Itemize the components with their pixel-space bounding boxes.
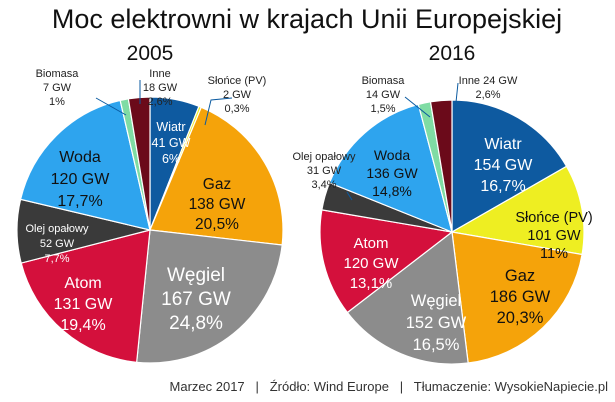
- label-2005-atom-name: Atom: [64, 275, 101, 292]
- slice-2005-inne: [127, 96, 151, 231]
- label-2005-wiatr-value-label: 41 GW: [152, 136, 191, 150]
- label-2005-olej-opalowy: Olej opałowy 52 GW 7,7%: [26, 223, 89, 265]
- slice-2016-gaz: [451, 231, 583, 364]
- leader-line-2016-inne: [454, 82, 459, 113]
- label-2005-slonce-pv-name: Słońce (PV): [208, 75, 267, 87]
- slice-2005-woda: [19, 99, 151, 231]
- label-2016-wegiel-value-label: 152 GW: [406, 314, 467, 332]
- label-2005-olej-opalowy-value-label: 52 GW: [40, 238, 75, 250]
- label-2016-gaz-pct-label: 20,3%: [497, 309, 544, 327]
- label-2005-gaz: Gaz 138 GW 20,5%: [189, 176, 246, 233]
- slice-2016-inne: [429, 99, 453, 233]
- label-2005-woda: Woda 120 GW 17,7%: [51, 149, 111, 210]
- label-2005-biomasa-value-label: 7 GW: [43, 82, 72, 94]
- label-2005-olej-opalowy-name: Olej opałowy: [26, 223, 89, 235]
- label-2005-wiatr-pct-label: 6%: [162, 152, 180, 166]
- label-2005-biomasa-pct-label: 1%: [49, 96, 65, 108]
- label-2016-olej-opalowy-name: Olej opałowy: [293, 151, 356, 163]
- chart-title: Moc elektrowni w krajach Unii Europejski…: [52, 4, 562, 34]
- label-2016-olej-opalowy: Olej opałowy 31 GW 3,4%: [293, 151, 356, 191]
- label-2016-atom-name: Atom: [353, 235, 388, 252]
- pies-group: [16, 96, 585, 365]
- label-2016-woda-name: Woda: [374, 147, 411, 163]
- pie-2016-title: 2016: [429, 42, 476, 65]
- label-2016-wegiel-pct-label: 16,5%: [413, 336, 460, 354]
- slice-2016-wiatr: [451, 99, 568, 234]
- label-2005-atom-pct-label: 19,4%: [60, 317, 105, 334]
- label-2005-wiatr-name: Wiatr: [156, 120, 185, 134]
- pie-2005-title: 2005: [127, 42, 174, 65]
- label-2005-slonce-pv-pct-label: 0,3%: [224, 103, 249, 115]
- label-2005-atom: Atom 131 GW 19,4%: [54, 275, 114, 334]
- label-2016-atom-pct-label: 13,1%: [350, 275, 393, 292]
- slice-2005-atom: [20, 229, 151, 363]
- leader-line-2005-biomasa: [95, 97, 127, 116]
- slice-2016-woda: [328, 103, 453, 234]
- label-2016-wiatr: Wiatr 154 GW 16,7%: [474, 136, 534, 195]
- leader-line-2016-biomasa: [404, 96, 431, 118]
- label-2005-wegiel: Węgiel 167 GW 24,8%: [161, 265, 231, 334]
- slice-2016-atom: [319, 209, 454, 314]
- labels-group: Wiatr 41 GW 6% Słońce (PV) 2 GW 0,3% Gaz 138 GW…: [26, 68, 593, 354]
- label-2016-wiatr-value-label: 154 GW: [474, 157, 534, 174]
- label-2005-olej-opalowy-pct-label: 7,7%: [44, 253, 69, 265]
- label-2005-biomasa-name: Biomasa: [36, 68, 80, 80]
- slice-2016-slonce-pv: [450, 165, 585, 256]
- label-2005-wegiel-value-label: 167 GW: [161, 289, 231, 310]
- label-2016-woda-pct-label: 14,8%: [372, 183, 412, 199]
- label-2005-wegiel-pct-label: 24,8%: [169, 313, 223, 334]
- label-2005-wiatr: Wiatr 41 GW 6%: [152, 120, 191, 166]
- label-2016-gaz-value-label: 186 GW: [490, 288, 551, 306]
- label-2005-inne-name: Inne: [149, 68, 170, 80]
- slice-2016-wegiel: [346, 230, 469, 365]
- label-2016-olej-opalowy-pct-label: 3,4%: [311, 179, 336, 191]
- label-2016-biomasa-name: Biomasa: [362, 75, 406, 87]
- label-2005-woda-value-label: 120 GW: [51, 171, 111, 188]
- label-2016-olej-opalowy-value-label: 31 GW: [307, 165, 342, 177]
- label-2005-gaz-pct-label: 20,5%: [195, 216, 239, 233]
- label-2016-slonce-pv-name: Słońce (PV): [515, 210, 592, 226]
- footer-credits: Marzec 2017 | Źródło: Wind Europe | Tłum…: [170, 379, 609, 394]
- label-2016-woda: Woda 136 GW 14,8%: [366, 147, 418, 199]
- label-2016-inne: Inne 24 GW 2,6%: [459, 75, 518, 101]
- label-2016-wegiel: Węgiel 152 GW 16,5%: [406, 292, 467, 354]
- label-2016-slonce-pv: Słońce (PV) 101 GW 11%: [515, 210, 592, 262]
- label-2016-gaz-name: Gaz: [505, 267, 535, 285]
- label-2016-woda-value-label: 136 GW: [366, 165, 418, 181]
- label-2016-wiatr-name: Wiatr: [484, 136, 522, 153]
- label-2016-slonce-pv-pct-label: 11%: [540, 246, 568, 262]
- label-2016-biomasa-value-label: 14 GW: [366, 89, 401, 101]
- label-2005-wegiel-name: Węgiel: [167, 265, 225, 286]
- label-2016-inne-pct-label: 2,6%: [475, 89, 500, 101]
- label-2016-wegiel-name: Węgiel: [411, 292, 461, 310]
- leader-line-2016-olej-opalowy: [346, 191, 353, 201]
- label-2016-gaz: Gaz 186 GW 20,3%: [490, 267, 551, 327]
- label-2016-atom-value-label: 120 GW: [343, 255, 399, 272]
- label-2016-wiatr-pct-label: 16,7%: [480, 178, 525, 195]
- label-2016-atom: Atom 120 GW 13,1%: [343, 235, 399, 292]
- label-2005-woda-pct-label: 17,7%: [57, 193, 102, 210]
- label-2005-gaz-name: Gaz: [203, 176, 231, 193]
- label-2016-biomasa: Biomasa 14 GW 1,5%: [362, 75, 406, 115]
- label-2016-inne-value-label: Inne 24 GW: [459, 75, 518, 87]
- slice-2005-wegiel: [135, 229, 283, 364]
- label-2016-biomasa-pct-label: 1,5%: [370, 103, 395, 115]
- leader-line-2005-slonce-pv: [204, 97, 233, 126]
- label-2005-slonce-pv: Słońce (PV) 2 GW 0,3%: [208, 75, 267, 115]
- label-2005-inne-value-label: 18 GW: [143, 82, 178, 94]
- label-2005-woda-name: Woda: [59, 149, 101, 166]
- label-2005-inne: Inne 18 GW 2,6%: [143, 68, 178, 108]
- label-2005-gaz-value-label: 138 GW: [189, 196, 246, 213]
- label-2005-biomasa: Biomasa 7 GW 1%: [36, 68, 80, 108]
- slice-2005-gaz: [149, 106, 284, 246]
- label-2005-slonce-pv-value-label: 2 GW: [223, 89, 252, 101]
- label-2005-atom-value-label: 131 GW: [54, 296, 114, 313]
- label-2016-slonce-pv-value-label: 101 GW: [527, 228, 580, 244]
- label-2005-inne-pct-label: 2,6%: [147, 96, 172, 108]
